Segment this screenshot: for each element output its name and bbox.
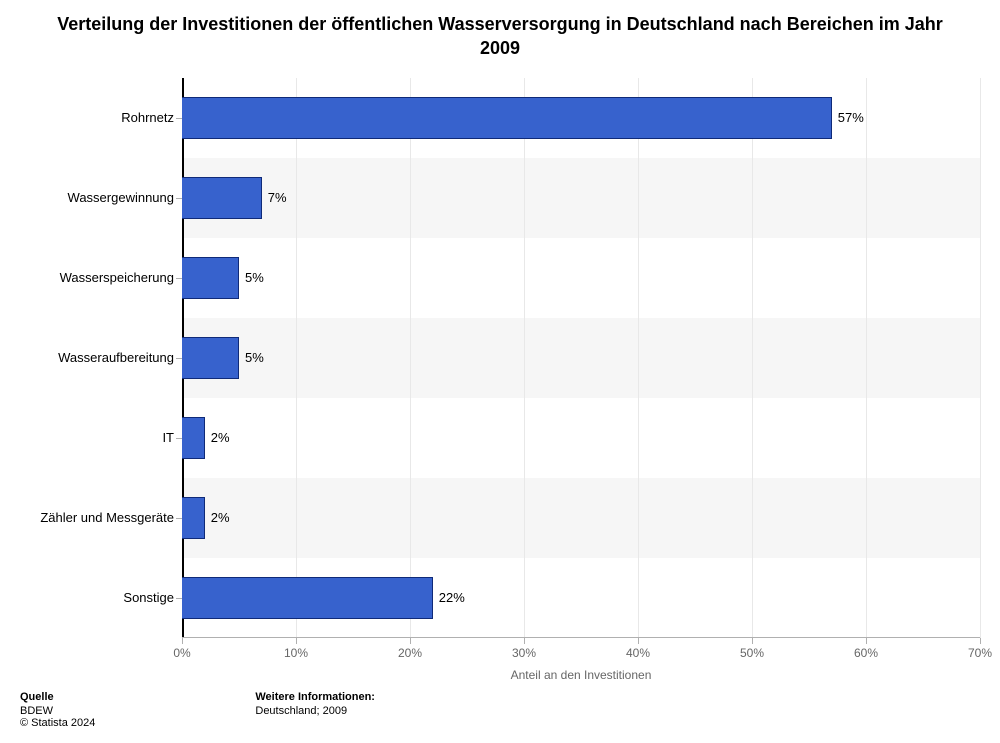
x-tick-mark (638, 638, 639, 644)
x-axis-title: Anteil an den Investitionen (182, 668, 980, 682)
bar (182, 497, 205, 539)
x-tick-mark (410, 638, 411, 644)
plot-area: 57% 7% 5% 5% 2% 2% 22% (182, 78, 980, 638)
source-value: BDEW (20, 705, 95, 717)
x-tick-mark (296, 638, 297, 644)
source-label: Quelle (20, 691, 95, 703)
x-tick-label: 20% (398, 646, 422, 660)
more-info-label: Weitere Informationen: (255, 691, 375, 703)
category-label: Rohrnetz (9, 110, 174, 126)
bar-row: 5% (182, 257, 980, 299)
category-label: Wassergewinnung (9, 190, 174, 206)
x-tick-mark (980, 638, 981, 644)
more-info-block: Weitere Informationen: Deutschland; 2009 (255, 691, 375, 729)
bar (182, 257, 239, 299)
bar (182, 97, 832, 139)
footer: Quelle BDEW © Statista 2024 Weitere Info… (20, 691, 980, 729)
bar-value-label: 57% (838, 110, 864, 125)
x-axis-line (182, 637, 980, 638)
bar (182, 577, 433, 619)
x-tick-label: 70% (968, 646, 992, 660)
x-tick-label: 40% (626, 646, 650, 660)
x-tick-mark (752, 638, 753, 644)
x-tick-mark (182, 638, 183, 644)
bar-value-label: 5% (245, 270, 264, 285)
category-label: IT (9, 430, 174, 446)
bar-value-label: 5% (245, 350, 264, 365)
x-tick-label: 60% (854, 646, 878, 660)
x-tick-label: 10% (284, 646, 308, 660)
bar-row: 2% (182, 417, 980, 459)
copyright: © Statista 2024 (20, 717, 95, 729)
more-info-value: Deutschland; 2009 (255, 705, 375, 717)
bar (182, 337, 239, 379)
x-tick-label: 50% (740, 646, 764, 660)
category-label: Wasseraufbereitung (9, 350, 174, 366)
x-tick-mark (866, 638, 867, 644)
x-tick-mark (524, 638, 525, 644)
category-label: Zähler und Messgeräte (9, 510, 174, 526)
source-block: Quelle BDEW © Statista 2024 (20, 691, 95, 729)
bar-row: 57% (182, 97, 980, 139)
gridline (980, 78, 981, 638)
bar-value-label: 22% (439, 590, 465, 605)
bar-value-label: 2% (211, 430, 230, 445)
bar-row: 22% (182, 577, 980, 619)
category-label: Wasserspeicherung (9, 270, 174, 286)
x-tick-label: 30% (512, 646, 536, 660)
bar-value-label: 7% (268, 190, 287, 205)
bar-row: 5% (182, 337, 980, 379)
bar (182, 177, 262, 219)
chart-title: Verteilung der Investitionen der öffentl… (0, 0, 1000, 61)
category-label: Sonstige (9, 590, 174, 606)
x-tick-label: 0% (173, 646, 190, 660)
bar (182, 417, 205, 459)
chart-area: 57% 7% 5% 5% 2% 2% 22% 0% 10% 20% 30% 40% 50% 60% 70%… (0, 78, 1000, 698)
bar-row: 7% (182, 177, 980, 219)
bar-row: 2% (182, 497, 980, 539)
bar-value-label: 2% (211, 510, 230, 525)
